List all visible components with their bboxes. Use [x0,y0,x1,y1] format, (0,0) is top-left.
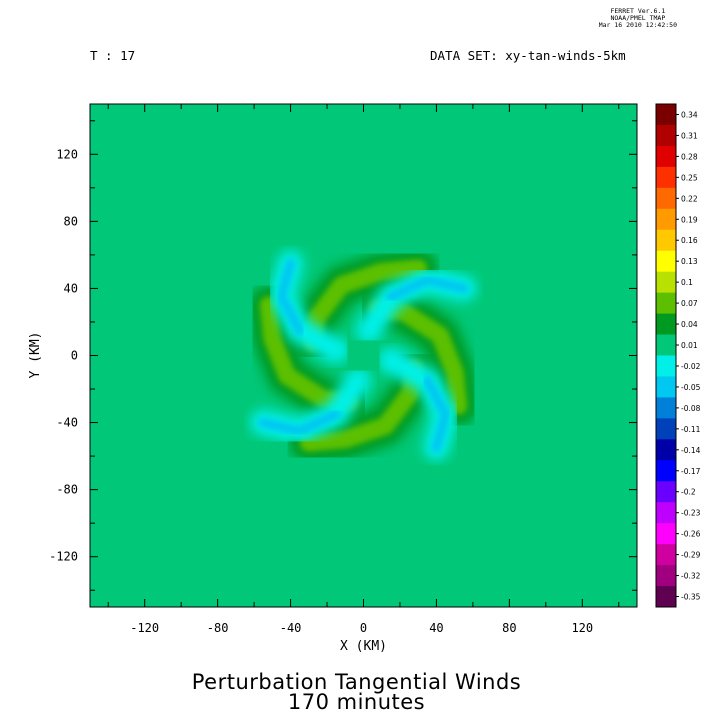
colorbar-label: 0.1 [681,278,693,287]
colorbar-label: 0.13 [681,257,698,266]
colorbar-swatch [656,166,676,189]
stamp-line-2: NOAA/PMEL TMAP [610,14,666,22]
chart-title: Perturbation Tangential Winds 170 minute… [0,670,713,714]
colorbar-swatch [656,124,676,147]
colorbar-label: -0.32 [681,572,701,581]
x-tick-label: 120 [571,621,593,635]
title-line-1: Perturbation Tangential Winds [191,670,522,694]
title-line-2: 170 minutes [287,690,426,714]
y-tick-label: 80 [64,214,78,228]
colorbar-label: 0.31 [681,131,698,140]
colorbar-swatch [656,523,676,545]
y-tick-label: 40 [64,281,78,295]
stamp-line-1: FERRET Ver.6.1 [610,7,666,15]
colorbar-swatch [656,418,676,440]
colorbar-label: 0.04 [681,320,698,329]
x-tick-label: 0 [360,621,367,635]
stamp-line-3: Mar 16 2010 12:42:50 [598,21,677,29]
colorbar-label: -0.08 [681,404,701,413]
colorbar-label: -0.35 [681,593,701,602]
x-axis-label: X (KM) [340,639,387,654]
ferret-stamp: FERRET Ver.6.1 NOAA/PMEL TMAP Mar 16 201… [599,8,677,29]
colorbar-label: 0.34 [681,110,698,119]
colorbar: 0.34 0.31 0.28 0.25 0.22 0.19 0.16 0.13 0.1 0.07 0… [655,103,701,608]
y-tick-label: -40 [56,416,78,430]
negative-wind-arm-5-core [276,258,305,336]
colorbar-swatch [656,502,676,524]
time-label: T : 17 [90,48,136,63]
colorbar-label: 0.25 [681,173,698,182]
colorbar-swatch [656,334,676,356]
x-tick-label: 40 [429,621,443,635]
colorbar-swatch [656,460,676,482]
vortex-features [248,248,479,463]
colorbar-swatch [656,229,676,252]
axes: -120 -80 -40 0 40 80 120 -120 -80 -40 0 40 80 120 [49,104,637,635]
colorbar-swatch [656,104,676,126]
colorbar-label: -0.29 [681,551,701,560]
colorbar-swatch [656,208,676,231]
y-tick-label: 120 [56,147,78,161]
colorbar-swatch [656,292,676,315]
x-tick-label: 80 [502,621,516,635]
colorbar-label: 0.16 [681,236,698,245]
colorbar-label: 0.01 [681,341,698,350]
colorbar-swatch [656,187,676,210]
colorbar-swatch [656,145,676,168]
negative-wind-arm-7-core [422,375,451,453]
colorbar-label: -0.05 [681,383,701,392]
x-tick-label: -120 [130,621,159,635]
colorbar-label: 0.19 [681,215,698,224]
dataset-label: DATA SET: xy-tan-winds-5km [430,48,626,63]
colorbar-label: -0.17 [681,467,701,476]
colorbar-swatch [656,313,676,336]
colorbar-label: -0.14 [681,446,701,455]
colorbar-swatch [656,271,676,294]
colorbar-swatch [656,565,676,587]
colorbar-label: -0.23 [681,509,701,518]
y-tick-label: -80 [56,483,78,497]
y-axis-label: Y (KM) [28,332,43,379]
colorbar-label: 0.28 [681,152,698,161]
colorbar-swatch [656,376,676,398]
plot-background [90,104,637,607]
colorbar-label: -0.02 [681,362,701,371]
colorbar-swatch [656,544,676,566]
colorbar-label: -0.26 [681,530,701,539]
colorbar-swatch [656,439,676,461]
y-tick-label: 0 [71,349,78,363]
colorbar-swatch [656,397,676,419]
colorbar-label: -0.11 [681,425,701,434]
x-tick-label: -80 [207,621,229,635]
colorbar-label: -0.2 [681,488,696,497]
negative-wind-arm-8-core [385,275,469,302]
colorbar-frame [655,103,677,608]
x-tick-label: -40 [280,621,302,635]
colorbar-label: 0.07 [681,299,698,308]
negative-wind-arm-6-core [258,409,342,436]
colorbar-label: 0.22 [681,194,698,203]
y-tick-label: -120 [49,550,78,564]
colorbar-swatch [656,250,676,273]
colorbar-swatch [656,481,676,503]
colorbar-swatch [656,355,676,377]
colorbar-swatch [656,586,676,608]
